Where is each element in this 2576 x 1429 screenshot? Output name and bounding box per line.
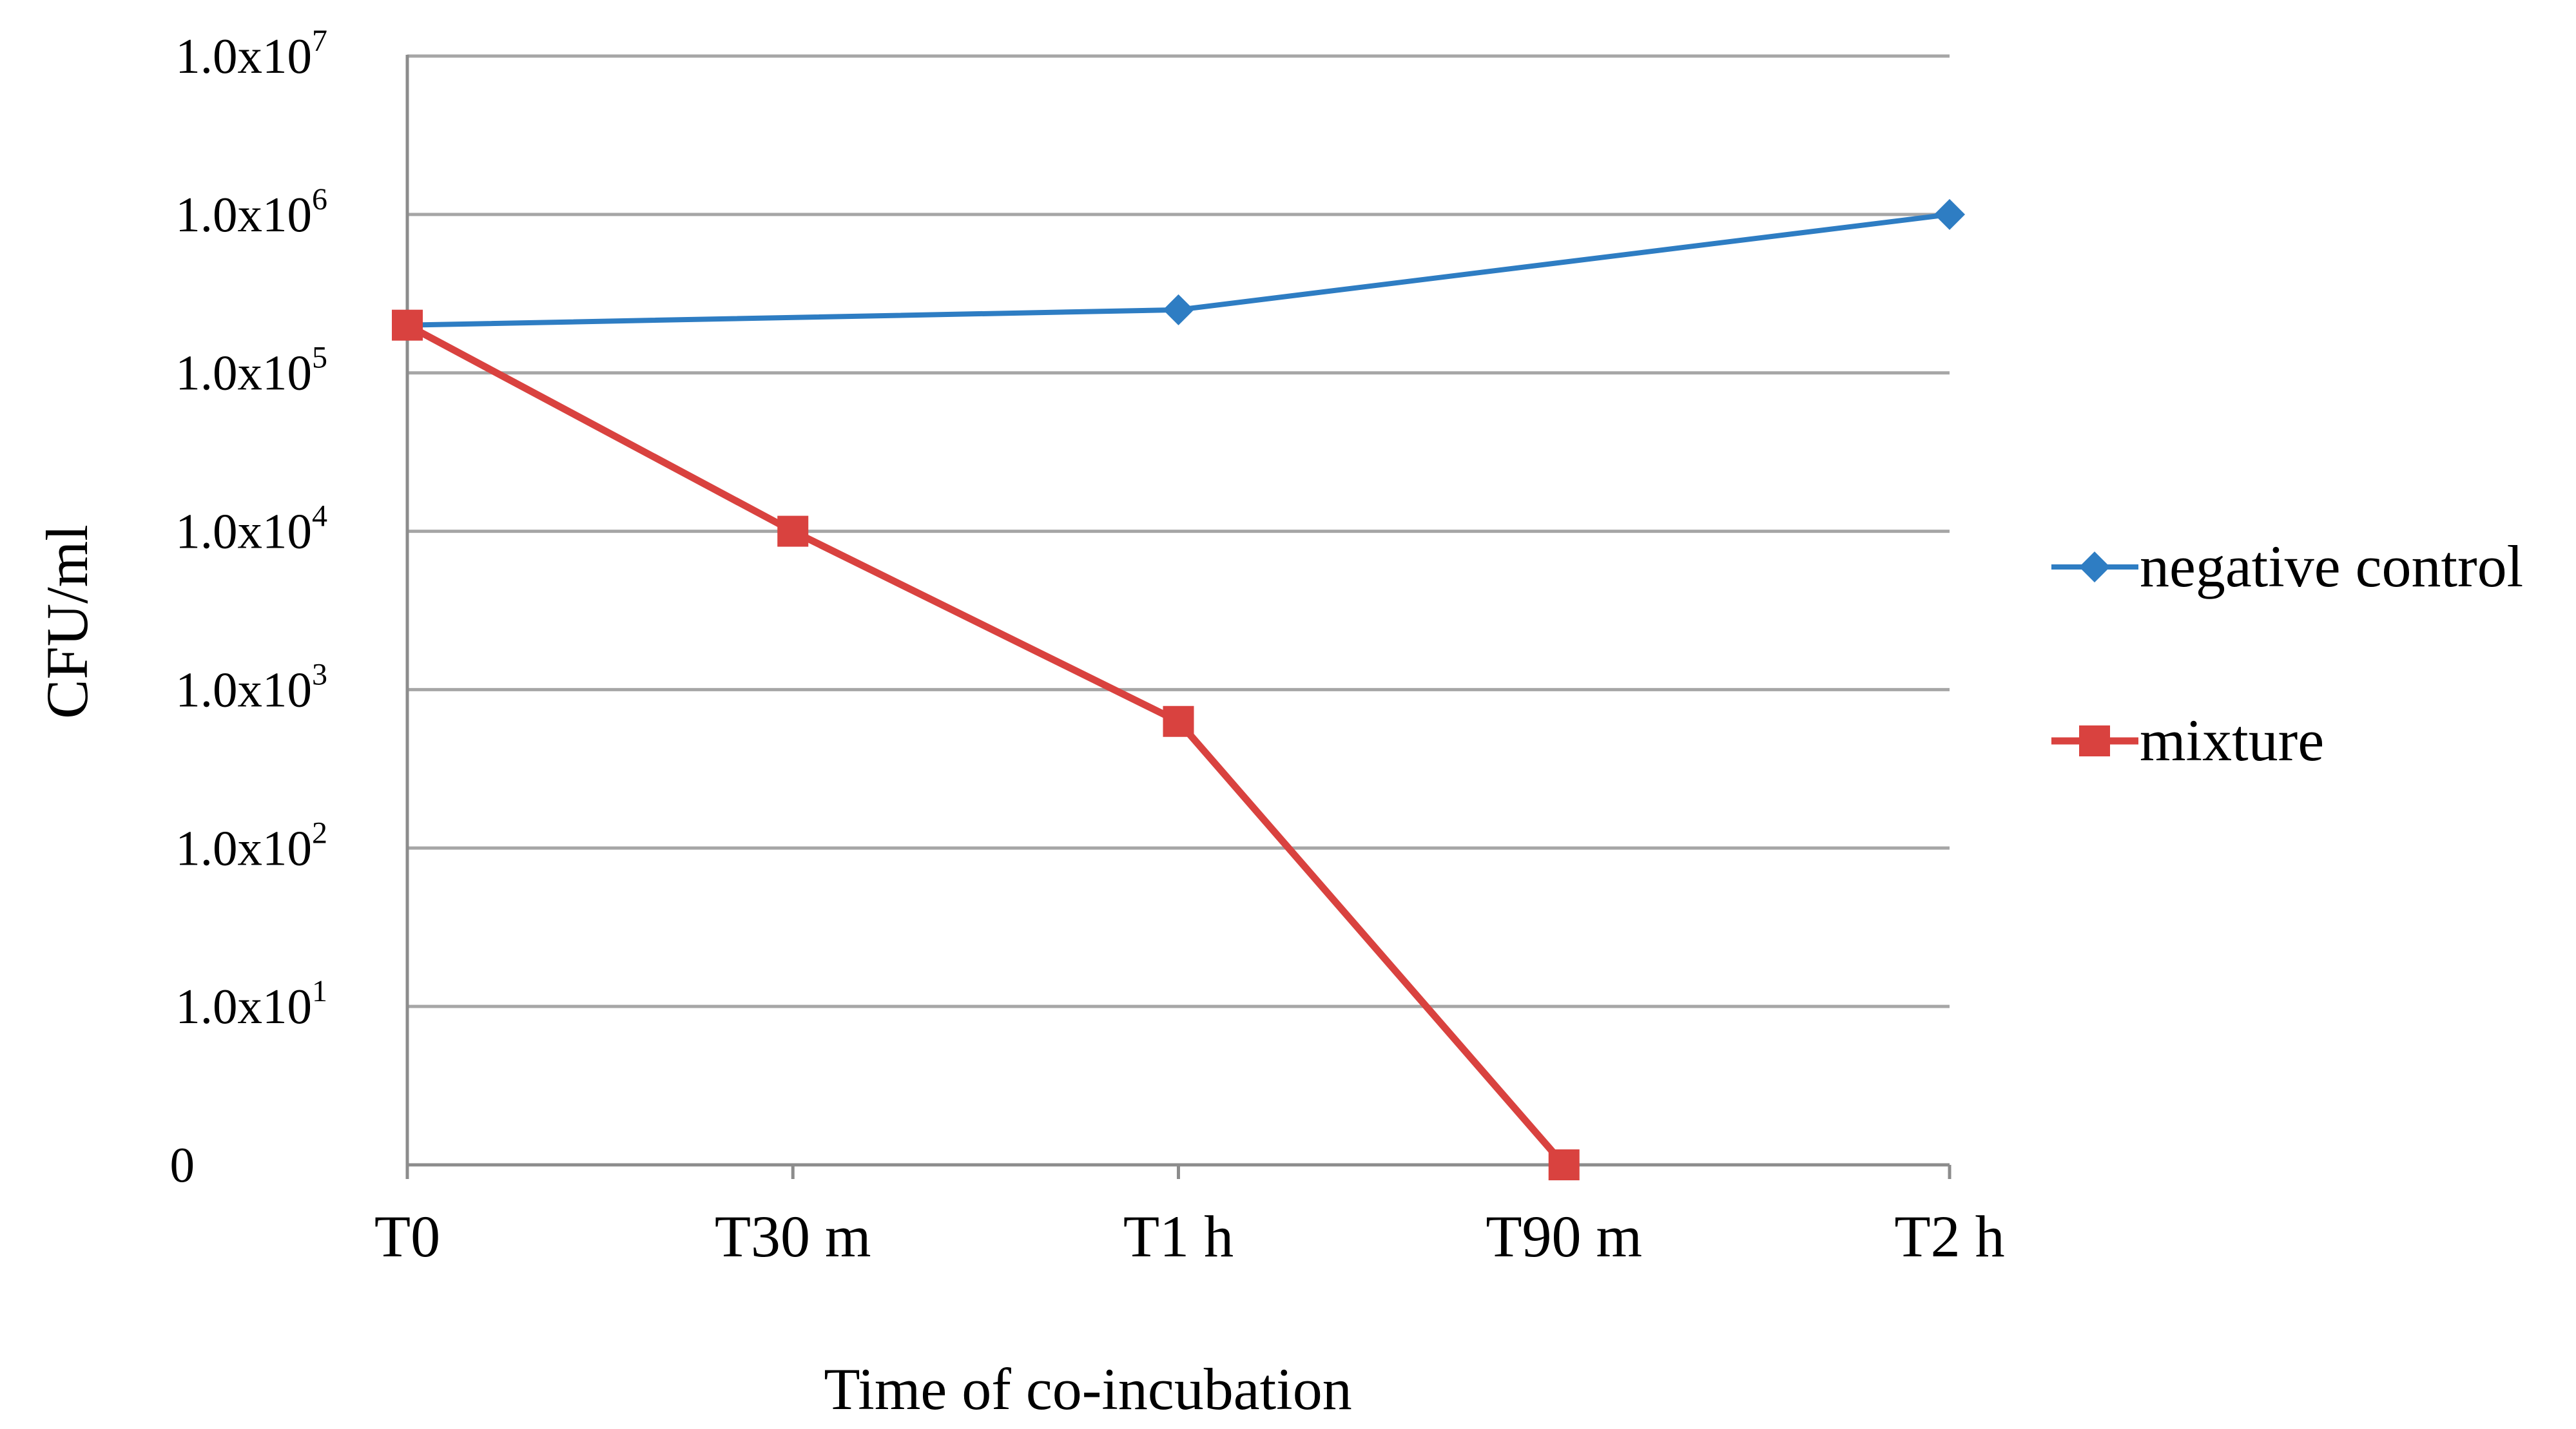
y-tick-label-2: 1.0x102 (175, 816, 327, 876)
legend-entry-1: mixture (2051, 707, 2324, 773)
x-tick-label-0: T0 (374, 1204, 440, 1269)
y-tick-label-1: 1.0x101 (175, 974, 327, 1034)
legend-label-1: mixture (2140, 707, 2324, 773)
axes (405, 55, 1951, 1179)
y-tick-label-5: 1.0x105 (175, 341, 327, 401)
legend-entry-0: negative control (2051, 533, 2523, 599)
data-point-1-0 (392, 309, 423, 341)
y-tick-label-7: 1.0x107 (175, 24, 327, 84)
y-axis-title: CFU/ml (34, 524, 100, 719)
series-line-1 (405, 321, 1567, 1167)
data-point-1-1 (777, 515, 809, 547)
x-axis-title: Time of co-incubation (824, 1356, 1351, 1422)
x-tick-label-3: T90 m (1486, 1204, 1642, 1269)
data-point-0-1 (1163, 294, 1194, 325)
gridlines (407, 54, 1950, 1008)
series-negative-control (392, 198, 1965, 341)
y-tick-label-0: 0 (170, 1137, 195, 1193)
y-tick-label-3: 1.0x103 (175, 657, 327, 717)
x-tick-label-2: T1 h (1123, 1204, 1234, 1269)
legend-marker-0 (2079, 551, 2110, 582)
legend-marker-1 (2079, 725, 2110, 756)
x-tick-label-1: T30 m (715, 1204, 871, 1269)
x-tick-labels: T0 T30 m T1 h T90 m T2 h (374, 1204, 2005, 1269)
x-tick-label-4: T2 h (1894, 1204, 2004, 1269)
series (392, 198, 1965, 1180)
y-tick-label-4: 1.0x104 (175, 499, 327, 559)
y-tick-label-6: 1.0x106 (175, 182, 327, 242)
legend: negative control mixture (2051, 533, 2523, 773)
data-point-0-2 (1934, 198, 1965, 230)
data-point-1-2 (1163, 705, 1194, 737)
series-mixture (392, 309, 1580, 1180)
y-tick-labels: 0 1.0x101 1.0x102 1.0x103 1.0x104 1.0x105 1.0x… (170, 24, 328, 1193)
legend-label-0: negative control (2140, 533, 2523, 599)
data-point-1-3 (1548, 1149, 1580, 1180)
